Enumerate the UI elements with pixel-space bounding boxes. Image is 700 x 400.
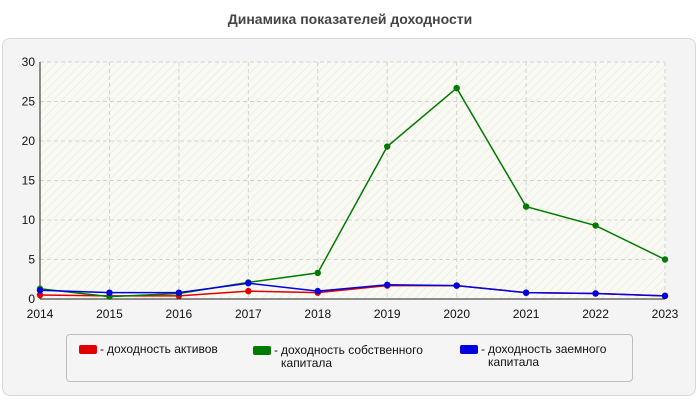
data-point xyxy=(384,281,391,288)
y-tick-label: 0 xyxy=(28,292,35,306)
legend-label-line: капитала xyxy=(281,356,333,370)
series-line-2 xyxy=(39,86,666,298)
data-point xyxy=(314,269,321,277)
tick-labels: 0 5 10 15 20 25 30 2014 2015 2016 2017 2018 2019 2020… xyxy=(22,55,679,321)
legend-label-line: доходность собственного xyxy=(281,343,423,357)
legend-swatch-debt xyxy=(460,345,478,354)
legend-item-assets: - доходность активов xyxy=(79,343,218,356)
data-point xyxy=(314,287,321,295)
legend-item-equity: - доходность собственного капитала xyxy=(253,343,423,370)
legend-dash: - xyxy=(481,342,485,356)
data-point xyxy=(592,290,599,297)
legend-label-assets: доходность активов xyxy=(107,343,218,356)
data-point xyxy=(592,222,599,229)
legend-dash: - xyxy=(274,343,278,357)
x-tick-label: 2019 xyxy=(374,307,401,321)
legend-dash: - xyxy=(100,342,104,356)
legend-label-line: доходность активов xyxy=(107,342,218,356)
x-tick-label: 2021 xyxy=(513,307,540,321)
data-point xyxy=(384,143,391,150)
y-tick-label: 5 xyxy=(28,253,35,267)
x-tick-label: 2014 xyxy=(27,307,54,321)
x-tick-label: 2020 xyxy=(443,307,470,321)
data-point xyxy=(175,289,183,296)
legend-label-debt: доходность заемного капитала xyxy=(488,343,606,369)
y-tick-label: 10 xyxy=(22,213,36,227)
legend-label-equity: доходность собственного капитала xyxy=(281,344,423,370)
y-tick-label: 20 xyxy=(22,134,36,148)
x-tick-label: 2023 xyxy=(652,307,679,321)
chart-title: Динамика показателей доходности xyxy=(227,11,473,27)
data-point xyxy=(453,282,460,289)
legend-label-line: доходность заемного xyxy=(488,342,607,356)
data-point xyxy=(245,287,252,295)
x-tick-label: 2017 xyxy=(235,307,262,321)
x-tick-label: 2022 xyxy=(582,307,609,321)
data-point xyxy=(245,280,252,287)
x-tick-label: 2018 xyxy=(304,307,331,321)
x-tick-label: 2016 xyxy=(166,307,193,321)
legend-swatch-equity xyxy=(253,346,271,355)
data-point xyxy=(661,256,669,263)
series-lines xyxy=(36,84,669,300)
legend-swatch-assets xyxy=(79,345,97,354)
legend-label-line: капитала xyxy=(488,355,540,369)
data-point xyxy=(661,292,669,300)
x-tick-label: 2015 xyxy=(96,307,123,321)
data-point xyxy=(453,84,460,92)
data-point xyxy=(36,291,44,299)
y-tick-label: 30 xyxy=(22,55,36,69)
data-point xyxy=(106,289,113,296)
y-tick-label: 25 xyxy=(22,95,36,109)
axes xyxy=(39,62,665,300)
data-point xyxy=(522,203,530,210)
series-line-3 xyxy=(39,282,666,297)
legend-item-debt: - доходность заемного капитала xyxy=(460,343,606,369)
data-point xyxy=(522,289,530,296)
legend: - доходность активов - доходность собств… xyxy=(66,334,633,382)
data-point xyxy=(36,287,44,294)
y-tick-label: 15 xyxy=(22,174,36,188)
